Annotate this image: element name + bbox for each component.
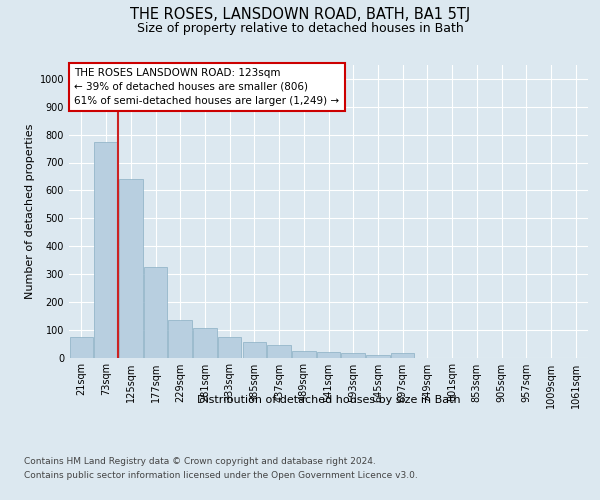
Bar xyxy=(70,336,93,357)
Text: THE ROSES LANSDOWN ROAD: 123sqm
← 39% of detached houses are smaller (806)
61% o: THE ROSES LANSDOWN ROAD: 123sqm ← 39% of… xyxy=(74,68,340,106)
Bar xyxy=(268,345,291,358)
Text: Size of property relative to detached houses in Bath: Size of property relative to detached ho… xyxy=(137,22,463,35)
Y-axis label: Number of detached properties: Number of detached properties xyxy=(25,124,35,299)
Text: Contains HM Land Registry data © Crown copyright and database right 2024.: Contains HM Land Registry data © Crown c… xyxy=(24,458,376,466)
Bar xyxy=(169,320,192,358)
Text: Distribution of detached houses by size in Bath: Distribution of detached houses by size … xyxy=(197,395,461,405)
Text: THE ROSES, LANSDOWN ROAD, BATH, BA1 5TJ: THE ROSES, LANSDOWN ROAD, BATH, BA1 5TJ xyxy=(130,8,470,22)
Bar xyxy=(119,179,143,358)
Bar xyxy=(317,352,340,358)
Bar xyxy=(391,354,415,358)
Bar xyxy=(218,336,241,357)
Bar xyxy=(144,267,167,358)
Bar xyxy=(193,328,217,358)
Bar xyxy=(292,350,316,358)
Bar xyxy=(366,356,389,358)
Bar xyxy=(94,142,118,358)
Bar xyxy=(242,342,266,357)
Bar xyxy=(341,354,365,358)
Text: Contains public sector information licensed under the Open Government Licence v3: Contains public sector information licen… xyxy=(24,471,418,480)
